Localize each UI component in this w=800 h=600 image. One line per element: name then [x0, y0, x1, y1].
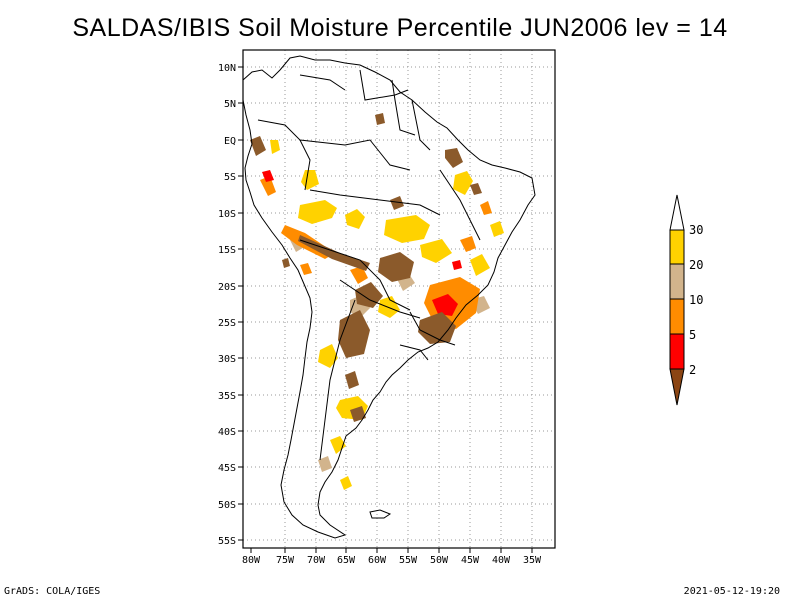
lat-label: 10S: [218, 209, 236, 220]
map-title: SALDAS/IBIS Soil Moisture Percentile JUN…: [72, 14, 728, 42]
legend-label-2: 2: [689, 363, 696, 377]
footer-credit: GrADS: COLA/IGES: [4, 586, 101, 597]
legend-label-20: 20: [689, 258, 703, 272]
lon-label: 75W: [276, 555, 295, 566]
lat-label: 45S: [218, 463, 236, 474]
color-legend: [669, 194, 685, 406]
lat-label: 15S: [218, 245, 236, 256]
latitude-labels: 10N 5N EQ 5S 10S 15S 20S 25S 30S 35S 40S 45S 50S 55S: [218, 63, 236, 547]
lon-label: 50W: [430, 555, 449, 566]
map-frame: [242, 49, 556, 549]
lon-label: 55W: [399, 555, 418, 566]
lat-label: 5N: [224, 99, 236, 110]
legend-segment-2-5: [669, 333, 685, 370]
longitude-labels: 80W 75W 70W 65W 60W 55W 50W 45W 40W 35W: [242, 555, 542, 566]
lat-label: 55S: [218, 536, 236, 547]
lat-label: 50S: [218, 500, 236, 511]
lon-label: 60W: [368, 555, 387, 566]
latitude-axis: [238, 66, 243, 541]
lon-label: 80W: [242, 555, 261, 566]
legend-bottom-arrow: [669, 368, 685, 406]
lon-label: 35W: [523, 555, 542, 566]
lat-label: 35S: [218, 391, 236, 402]
lon-label: 70W: [307, 555, 326, 566]
soil-moisture-patches: [250, 113, 504, 490]
legend-label-10: 10: [689, 293, 703, 307]
continent-outline: [242, 55, 536, 539]
lon-label: 65W: [337, 555, 356, 566]
legend-segment-5-10: [669, 298, 685, 335]
lat-label: 5S: [224, 172, 236, 183]
lat-label: 30S: [218, 354, 236, 365]
lat-label: EQ: [224, 136, 236, 147]
legend-segment-10-20: [669, 263, 685, 300]
legend-label-5: 5: [689, 328, 696, 342]
lat-label: 10N: [218, 63, 236, 74]
lon-label: 40W: [492, 555, 511, 566]
footer-timestamp: 2021-05-12-19:20: [683, 586, 780, 597]
lon-label: 45W: [461, 555, 480, 566]
legend-label-30: 30: [689, 223, 703, 237]
lat-label: 25S: [218, 318, 236, 329]
longitude-axis: [250, 548, 533, 553]
lat-label: 40S: [218, 427, 236, 438]
legend-top-arrow: [669, 194, 685, 231]
legend-segment-20-30: [669, 229, 685, 265]
lat-label: 20S: [218, 282, 236, 293]
